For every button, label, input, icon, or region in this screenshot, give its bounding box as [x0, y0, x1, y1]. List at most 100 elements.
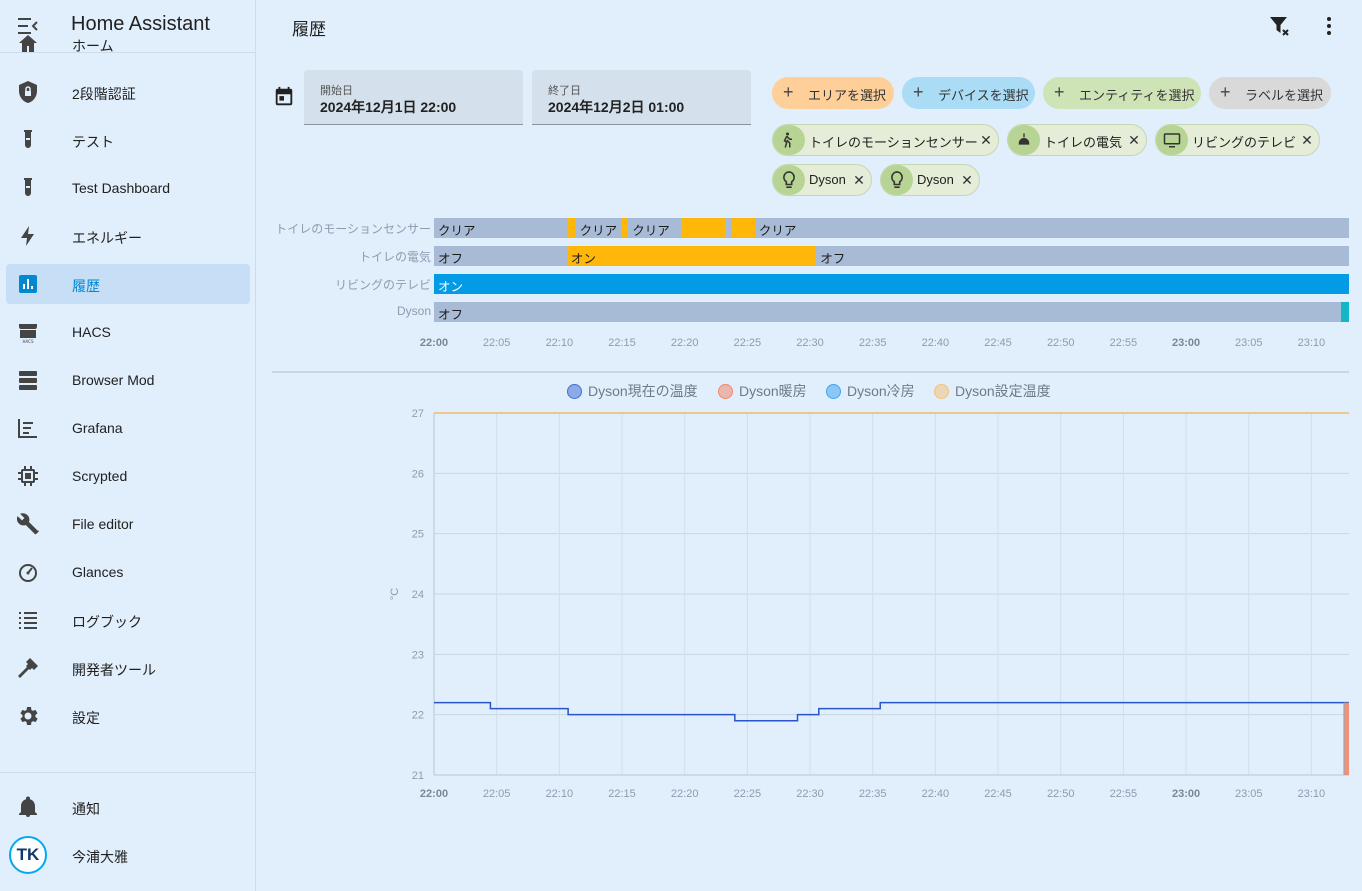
top-bar: 履歴	[256, 0, 1362, 53]
timeline-segment[interactable]	[682, 218, 727, 238]
entity-chip-dyson-1[interactable]: Dyson ✕	[772, 164, 872, 196]
close-icon[interactable]: ✕	[961, 172, 973, 188]
sidebar-item-2[interactable]: テスト	[6, 120, 250, 160]
hacs-store-icon: HACS	[19, 324, 37, 344]
sidebar-item-10[interactable]: File editor	[6, 504, 250, 544]
home-icon	[19, 35, 37, 52]
timeline-tick-label: 23:10	[1297, 337, 1326, 349]
timeline-segment[interactable]	[1341, 302, 1349, 322]
timeline-row-label: リビングのテレビ	[334, 278, 431, 292]
entity-chip-toilet-light[interactable]: トイレの電気 ✕	[1007, 124, 1147, 156]
end-date-value: 2024年12月2日 01:00	[548, 99, 685, 115]
start-date-caption: 開始日	[320, 85, 353, 97]
clear-filter-button[interactable]	[1267, 13, 1293, 39]
sidebar-item-label: テスト	[72, 134, 114, 150]
timeline-row-label: トイレのモーションセンサー	[275, 222, 431, 236]
sidebar-item-notifications[interactable]: 通知	[6, 787, 250, 827]
close-icon[interactable]: ✕	[1301, 132, 1313, 148]
timeline-tick-label: 23:05	[1234, 337, 1263, 349]
timeline-segment[interactable]	[566, 218, 576, 238]
sidebar-item-3[interactable]: Test Dashboard	[6, 168, 250, 208]
sidebar-item-14[interactable]: 設定	[6, 696, 250, 736]
timeline-tick-label: 22:25	[733, 337, 762, 349]
segment-state-label: クリア	[758, 224, 797, 238]
timeline-segment[interactable]: クリア	[575, 218, 621, 238]
x-tick-label: 22:35	[859, 788, 887, 800]
timeline-segment[interactable]: オン	[434, 274, 1349, 294]
select-entity-button[interactable]: + エンティティを選択	[1043, 77, 1201, 109]
timeline-row: オフ オン オフ	[434, 246, 1349, 266]
x-tick-label: 22:55	[1110, 788, 1138, 800]
timeline-segment[interactable]: クリア	[628, 218, 683, 238]
sidebar-header: Home Assistant	[0, 0, 255, 53]
legend-item[interactable]: Dyson現在の温度	[567, 382, 698, 400]
timeline-segment[interactable]: クリア	[434, 218, 567, 238]
sidebar-item-11[interactable]: Glances	[6, 552, 250, 592]
shield-lock-icon	[19, 81, 37, 103]
legend-item[interactable]: Dyson暖房	[718, 382, 807, 400]
x-tick-label: 22:15	[608, 788, 636, 800]
y-tick-label: 25	[412, 529, 424, 541]
sidebar-item-label: ホーム	[72, 38, 114, 54]
start-date-field[interactable]: 開始日 2024年12月1日 22:00	[304, 70, 523, 125]
motion-sensor-icon	[773, 125, 805, 155]
x-tick-label: 23:00	[1172, 788, 1200, 800]
segment-state-label: オン	[570, 252, 596, 266]
timeline-tick-label: 22:50	[1046, 337, 1075, 349]
sidebar-item-8[interactable]: Grafana	[6, 408, 250, 448]
sidebar-item-13[interactable]: 開発者ツール	[6, 648, 250, 688]
timeline-segment[interactable]: オフ	[434, 302, 1342, 322]
calendar-icon[interactable]	[273, 86, 295, 108]
sidebar-item-12[interactable]: ログブック	[6, 600, 250, 640]
timeline-row: オフ	[434, 302, 1349, 322]
sidebar-item-label: Scrypted	[72, 468, 128, 484]
entity-chip-dyson-2[interactable]: Dyson ✕	[880, 164, 980, 196]
more-options-button[interactable]	[1316, 13, 1342, 39]
sidebar-item-6[interactable]: HACS HACS	[6, 312, 250, 352]
x-tick-label: 22:45	[984, 788, 1012, 800]
avatar[interactable]: TK	[9, 836, 47, 874]
timeline-row: クリア クリア クリア クリア	[434, 218, 1349, 238]
select-label-button[interactable]: + ラベルを選択	[1209, 77, 1331, 109]
menu-toggle-button[interactable]	[16, 14, 40, 38]
select-device-button[interactable]: + デバイスを選択	[902, 77, 1035, 109]
timeline-segment[interactable]: オフ	[816, 246, 1349, 266]
test-tube-icon	[24, 178, 32, 196]
close-icon[interactable]: ✕	[1128, 132, 1140, 148]
select-area-button[interactable]: + エリアを選択	[772, 77, 894, 109]
close-icon[interactable]: ✕	[980, 132, 992, 148]
dots-vertical-icon	[1327, 17, 1331, 35]
timeline-segment[interactable]: クリア	[754, 218, 1349, 238]
sidebar-item-0[interactable]: ホーム	[6, 24, 250, 64]
timeline-segment[interactable]	[726, 218, 733, 238]
sidebar-item-profile[interactable]: 今浦大雅	[6, 835, 250, 875]
legend-item[interactable]: Dyson冷房	[826, 382, 915, 400]
entity-chip-toilet-motion[interactable]: トイレのモーションセンサー ✕	[772, 124, 999, 156]
sidebar-item-4[interactable]: エネルギー	[6, 216, 250, 256]
lightbulb-icon	[773, 165, 805, 195]
timeline-tick-label: 22:35	[858, 337, 887, 349]
x-tick-label: 23:05	[1235, 788, 1263, 800]
y-axis-label: °C	[389, 588, 401, 600]
timeline-segment[interactable]	[732, 218, 755, 238]
sidebar-item-7[interactable]: Browser Mod	[6, 360, 250, 400]
sidebar-item-1[interactable]: 2段階認証	[6, 72, 250, 112]
end-date-field[interactable]: 終了日 2024年12月2日 01:00	[532, 70, 751, 125]
timeline-segment[interactable]	[620, 218, 629, 238]
timeline-segment[interactable]: オフ	[434, 246, 567, 266]
sidebar-item-5[interactable]: 履歴	[6, 264, 250, 304]
legend-swatch	[826, 383, 841, 399]
legend-item[interactable]: Dyson設定温度	[934, 382, 1051, 400]
segment-state-label: オフ	[438, 252, 464, 266]
timeline-segment[interactable]: オン	[566, 246, 817, 266]
close-icon[interactable]: ✕	[853, 172, 865, 188]
entity-chip-label: トイレの電気	[1044, 135, 1123, 150]
timeline-tick-label: 22:30	[796, 337, 824, 349]
format-list-icon	[19, 612, 37, 629]
x-tick-label: 23:10	[1298, 788, 1326, 800]
y-tick-label: 21	[412, 770, 424, 782]
heating-band	[1343, 702, 1349, 775]
chart-timeline-icon	[18, 419, 37, 438]
entity-chip-living-tv[interactable]: リビングのテレビ ✕	[1155, 124, 1320, 156]
sidebar-item-9[interactable]: Scrypted	[6, 456, 250, 496]
